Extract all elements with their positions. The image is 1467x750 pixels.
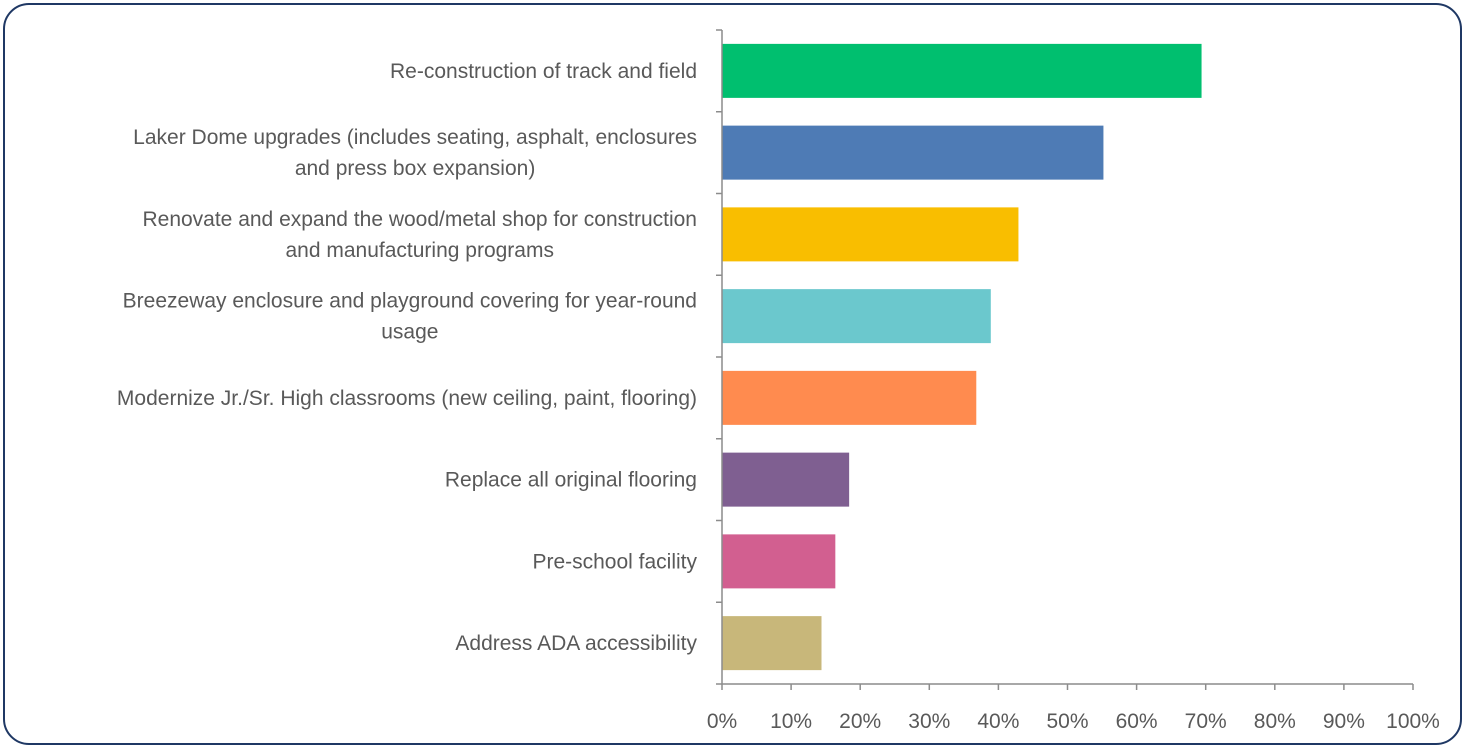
x-tick-label-0: 0% bbox=[707, 710, 737, 733]
bar-6 bbox=[722, 452, 850, 507]
x-tick-label-4: 40% bbox=[977, 710, 1019, 733]
bar-1 bbox=[722, 43, 1202, 98]
category-label-3-line-1: Renovate and expand the wood/metal shop … bbox=[142, 208, 697, 231]
category-label-2-line-1: Laker Dome upgrades (includes seating, a… bbox=[133, 126, 697, 149]
category-label-4-line-1: Breezeway enclosure and playground cover… bbox=[123, 290, 697, 313]
x-tick-label-6: 60% bbox=[1116, 710, 1158, 733]
x-tick-label-3: 30% bbox=[908, 710, 950, 733]
bar-7 bbox=[722, 534, 836, 589]
x-tick-label-5: 50% bbox=[1046, 710, 1088, 733]
x-tick-label-2: 20% bbox=[839, 710, 881, 733]
category-label-4-line-2: usage bbox=[381, 321, 438, 344]
category-label-8: Address ADA accessibility bbox=[455, 632, 697, 655]
category-label-3-line-2: and manufacturing programs bbox=[285, 239, 553, 262]
bar-4 bbox=[722, 289, 991, 344]
x-tick-label-7: 70% bbox=[1185, 710, 1227, 733]
category-label-1: Re-construction of track and field bbox=[390, 60, 697, 83]
category-label-2-line-2: and press box expansion) bbox=[295, 157, 536, 180]
bar-2 bbox=[722, 125, 1104, 180]
x-tick-label-1: 10% bbox=[770, 710, 812, 733]
bar-8 bbox=[722, 616, 822, 671]
category-label-6: Replace all original flooring bbox=[445, 469, 697, 492]
bar-3 bbox=[722, 207, 1019, 262]
x-tick-label-9: 90% bbox=[1323, 710, 1365, 733]
x-tick-label-10: 100% bbox=[1386, 710, 1440, 733]
x-tick-label-8: 80% bbox=[1254, 710, 1296, 733]
category-label-5: Modernize Jr./Sr. High classrooms (new c… bbox=[117, 387, 697, 410]
category-label-7: Pre-school facility bbox=[532, 550, 697, 573]
bar-5 bbox=[722, 370, 977, 425]
